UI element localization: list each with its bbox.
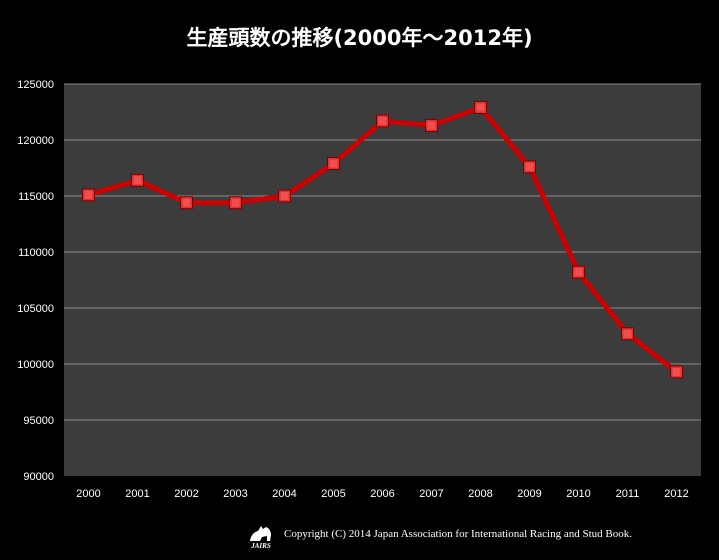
copyright-text: Copyright (C) 2014 Japan Association for… <box>284 528 632 540</box>
line-chart: 90000 95000 100000 105000 110000 115000 120000… <box>17 79 701 500</box>
data-point-highlight <box>280 192 289 200</box>
data-point-highlight <box>476 103 485 112</box>
y-tick-label: 115000 <box>18 191 54 203</box>
x-tick-label: 2005 <box>321 488 345 500</box>
data-point-highlight <box>84 190 93 199</box>
chart-title: 生産頭数の推移(2000年〜2012年) <box>186 26 533 50</box>
logo-text: JAIRS <box>250 542 271 550</box>
x-tick-label: 2012 <box>664 488 688 500</box>
y-tick-label: 125000 <box>17 79 54 91</box>
grid-lines <box>64 83 701 421</box>
footer: JAIRS Copyright (C) 2014 Japan Associati… <box>244 517 632 551</box>
x-tick-label: 2004 <box>272 488 296 500</box>
jairs-logo: JAIRS <box>250 526 271 550</box>
x-axis: 2000 2001 2002 2003 2004 2005 2006 2007 2008 2009… <box>76 488 688 500</box>
y-tick-label: 105000 <box>17 303 54 315</box>
data-point-highlight <box>133 176 142 185</box>
x-tick-label: 2008 <box>468 488 492 500</box>
data-point-highlight <box>623 329 632 338</box>
x-tick-label: 2011 <box>616 488 640 500</box>
data-point-highlight <box>231 198 240 207</box>
data-point-highlight <box>525 162 534 171</box>
x-tick-label: 2000 <box>76 488 100 500</box>
x-tick-label: 2003 <box>223 488 247 500</box>
series <box>82 101 683 379</box>
data-point-highlight <box>427 121 436 130</box>
x-tick-label: 2001 <box>125 488 149 500</box>
y-tick-label: 100000 <box>17 359 54 371</box>
x-tick-label: 2002 <box>174 488 198 500</box>
data-point-highlight <box>574 268 583 277</box>
plot-area <box>64 84 701 476</box>
y-tick-label: 120000 <box>17 135 54 147</box>
x-tick-label: 2009 <box>517 488 541 500</box>
data-point-highlight <box>329 159 338 168</box>
x-tick-label: 2007 <box>419 488 443 500</box>
y-tick-label: 95000 <box>23 415 54 427</box>
data-point-highlight <box>378 116 387 125</box>
y-axis: 90000 95000 100000 105000 110000 115000 120000… <box>17 79 54 483</box>
data-point-highlight <box>182 198 191 207</box>
data-point-highlight <box>672 367 681 376</box>
x-tick-label: 2010 <box>566 488 590 500</box>
y-tick-label: 90000 <box>23 471 54 483</box>
y-tick-label: 110000 <box>18 247 54 259</box>
x-tick-label: 2006 <box>370 488 394 500</box>
